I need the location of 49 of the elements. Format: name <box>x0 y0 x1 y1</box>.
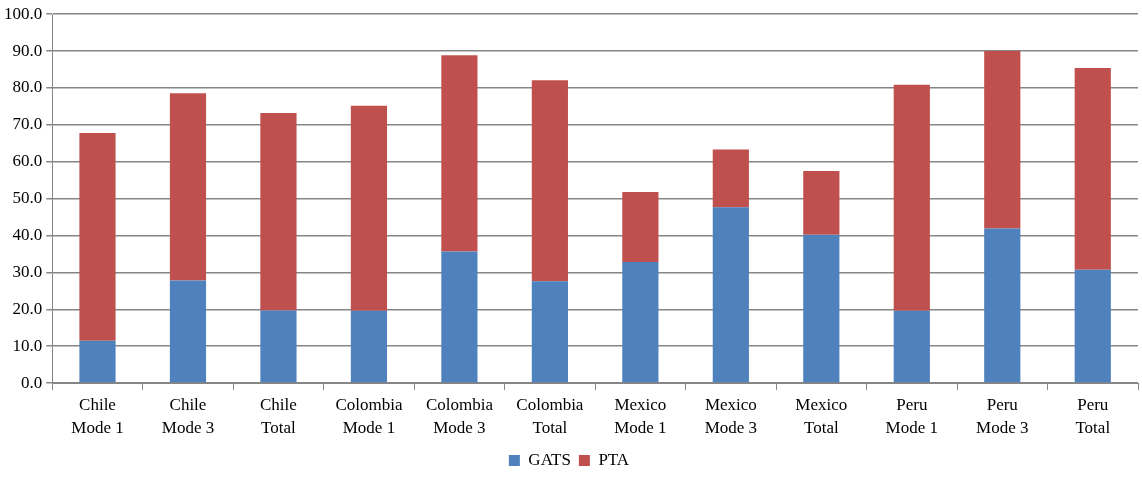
y-tick-label: 70.0 <box>12 114 43 134</box>
bar <box>531 281 568 383</box>
x-tick-label: Peru Total <box>1075 395 1111 437</box>
bar <box>169 93 207 281</box>
y-tick-label: 0.0 <box>21 372 43 392</box>
x-tick-label: Colombia Total <box>516 395 584 437</box>
x-tick-label: Colombia Mode 1 <box>335 395 403 437</box>
bar <box>803 170 840 235</box>
x-tick-label: Mexico Mode 3 <box>704 395 758 437</box>
bar <box>984 51 1021 229</box>
bar <box>350 105 388 311</box>
bar <box>712 149 749 208</box>
y-tick-label: 10.0 <box>12 335 43 355</box>
x-tick-label: Peru Mode 3 <box>976 395 1029 437</box>
y-tick-label: 60.0 <box>12 151 43 171</box>
bar <box>1074 68 1111 270</box>
bar <box>1074 269 1111 383</box>
y-tick-label: 20.0 <box>12 298 43 318</box>
y-tick-label: 90.0 <box>12 40 43 60</box>
bar <box>260 310 297 383</box>
x-tick-label: Colombia Mode 3 <box>425 395 494 437</box>
x-tick-label: Peru Mode 1 <box>885 395 939 437</box>
bar <box>893 84 930 311</box>
y-tick-label: 50.0 <box>12 188 43 208</box>
bar <box>803 234 840 383</box>
bar <box>984 228 1021 383</box>
bar <box>441 251 478 383</box>
legend-label: GATS <box>528 449 571 469</box>
bar <box>79 132 116 341</box>
y-tick-label: 100.0 <box>4 3 43 23</box>
bar <box>79 340 116 383</box>
x-tick-label: Chile Mode 1 <box>71 395 124 437</box>
bar <box>622 262 659 383</box>
x-tick-label: Chile Total <box>260 395 297 437</box>
bar <box>350 310 388 383</box>
bar <box>893 310 930 383</box>
legend-label: PTA <box>598 449 630 469</box>
y-tick-label: 40.0 <box>12 225 43 245</box>
y-tick-label: 80.0 <box>12 77 43 97</box>
bar <box>531 80 568 282</box>
y-tick-label: 30.0 <box>12 261 43 281</box>
bar <box>260 113 297 311</box>
bar <box>169 280 207 383</box>
x-tick-label: Mexico Mode 1 <box>614 395 667 437</box>
bar <box>622 192 659 263</box>
bar <box>712 207 749 383</box>
x-tick-label: Mexico Total <box>795 395 848 437</box>
x-tick-label: Chile Mode 3 <box>161 395 215 437</box>
bar <box>441 55 478 252</box>
